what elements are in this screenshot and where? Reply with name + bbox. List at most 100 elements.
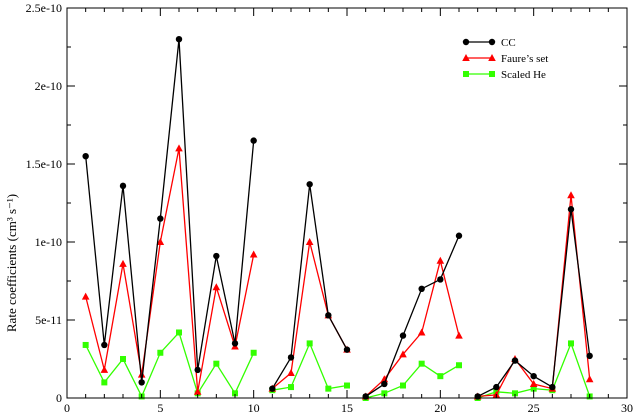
legend-marker	[463, 71, 469, 77]
series-line	[365, 362, 460, 399]
x-tick-label: 15	[341, 401, 353, 413]
legend-marker	[488, 38, 496, 46]
y-tick-label: 0	[56, 391, 62, 405]
legend-entry: Faure’s set	[462, 53, 548, 65]
legend-marker	[488, 54, 496, 61]
legend: CC Faure’s set Scaled He	[462, 37, 548, 81]
data-point	[399, 332, 407, 339]
data-point	[287, 354, 295, 361]
data-point	[399, 350, 407, 358]
x-tick-label: 20	[434, 401, 446, 413]
data-point	[231, 340, 239, 347]
data-point	[529, 379, 538, 387]
data-point	[437, 373, 444, 380]
data-point	[306, 181, 313, 188]
data-point	[343, 346, 351, 353]
data-point	[567, 206, 575, 213]
data-point	[455, 331, 463, 339]
series-line	[477, 209, 591, 397]
x-tick-label: 10	[248, 401, 260, 413]
series-line	[272, 341, 348, 391]
series-line	[365, 260, 460, 397]
data-point	[157, 215, 164, 222]
data-point	[250, 137, 257, 144]
legend-label: Faure’s set	[501, 53, 548, 65]
data-point	[568, 340, 574, 347]
x-tick-label: 0	[64, 401, 70, 413]
data-point	[82, 341, 89, 348]
axes: 0 5 10 15 20 25 30 0 5e-11 1e-10 1.5e-10 2e-10 2.5e-…	[26, 1, 633, 415]
y-tick-label: 2.5e-10	[26, 1, 62, 15]
data-point	[418, 360, 425, 367]
data-point	[530, 385, 537, 392]
data-point	[305, 238, 314, 245]
y-tick-label: 5e-11	[35, 313, 62, 327]
data-point	[549, 383, 556, 391]
data-point	[119, 182, 127, 190]
data-point	[175, 144, 183, 152]
data-point	[82, 153, 89, 160]
series-line	[271, 184, 348, 389]
y-tick-label: 1.5e-10	[26, 157, 62, 171]
y-tick-label: 1e-10	[35, 235, 62, 249]
data-point	[455, 232, 463, 239]
data-point	[511, 357, 519, 364]
x-tick-label: 5	[157, 401, 163, 413]
data-point	[288, 384, 294, 391]
data-point	[530, 372, 537, 380]
plot-frame	[66, 7, 628, 399]
data-point	[81, 292, 90, 300]
data-point	[585, 375, 594, 383]
series-line	[365, 235, 460, 397]
data-point	[400, 382, 406, 389]
data-point	[193, 387, 202, 395]
series-line	[85, 148, 255, 392]
data-point	[381, 380, 388, 388]
data-point	[436, 256, 445, 264]
series-line	[271, 241, 348, 390]
legend-marker	[462, 38, 470, 46]
data-point	[120, 356, 126, 362]
legend-label: Scaled He	[501, 69, 546, 81]
data-point	[250, 349, 257, 356]
legend-marker	[489, 71, 495, 77]
data-point	[119, 259, 127, 267]
data-point	[232, 390, 238, 397]
x-tick-label: 25	[528, 401, 540, 413]
series-scaled-he	[82, 329, 593, 401]
data-point	[212, 283, 221, 291]
data-point	[213, 252, 220, 260]
data-point	[437, 276, 444, 283]
series-line	[85, 39, 255, 383]
data-point	[306, 340, 313, 347]
data-point	[344, 382, 350, 389]
y-axis-title: Rate coefficients (cm³ s⁻¹)	[4, 194, 19, 332]
data-point	[269, 385, 276, 392]
data-point	[417, 328, 426, 336]
data-point	[567, 191, 575, 199]
series-cc	[82, 36, 593, 400]
data-point	[100, 365, 109, 373]
legend-entry: CC	[462, 37, 516, 49]
legend-marker	[462, 54, 470, 61]
data-point	[101, 341, 108, 349]
plot-area	[81, 36, 594, 401]
data-point	[418, 285, 425, 292]
data-point	[157, 349, 164, 356]
data-point	[176, 329, 182, 336]
data-point	[512, 390, 518, 397]
data-point	[138, 379, 145, 386]
y-tick-label: 2e-10	[35, 79, 62, 93]
legend-entry: Scaled He	[463, 69, 546, 81]
series-line	[85, 331, 255, 398]
data-point	[137, 370, 146, 378]
data-point	[194, 366, 201, 374]
data-point	[101, 379, 108, 386]
data-point	[493, 383, 500, 391]
data-point	[325, 385, 332, 392]
data-point	[156, 238, 165, 245]
data-point	[381, 390, 388, 397]
data-point	[249, 250, 258, 258]
data-point	[325, 312, 332, 319]
